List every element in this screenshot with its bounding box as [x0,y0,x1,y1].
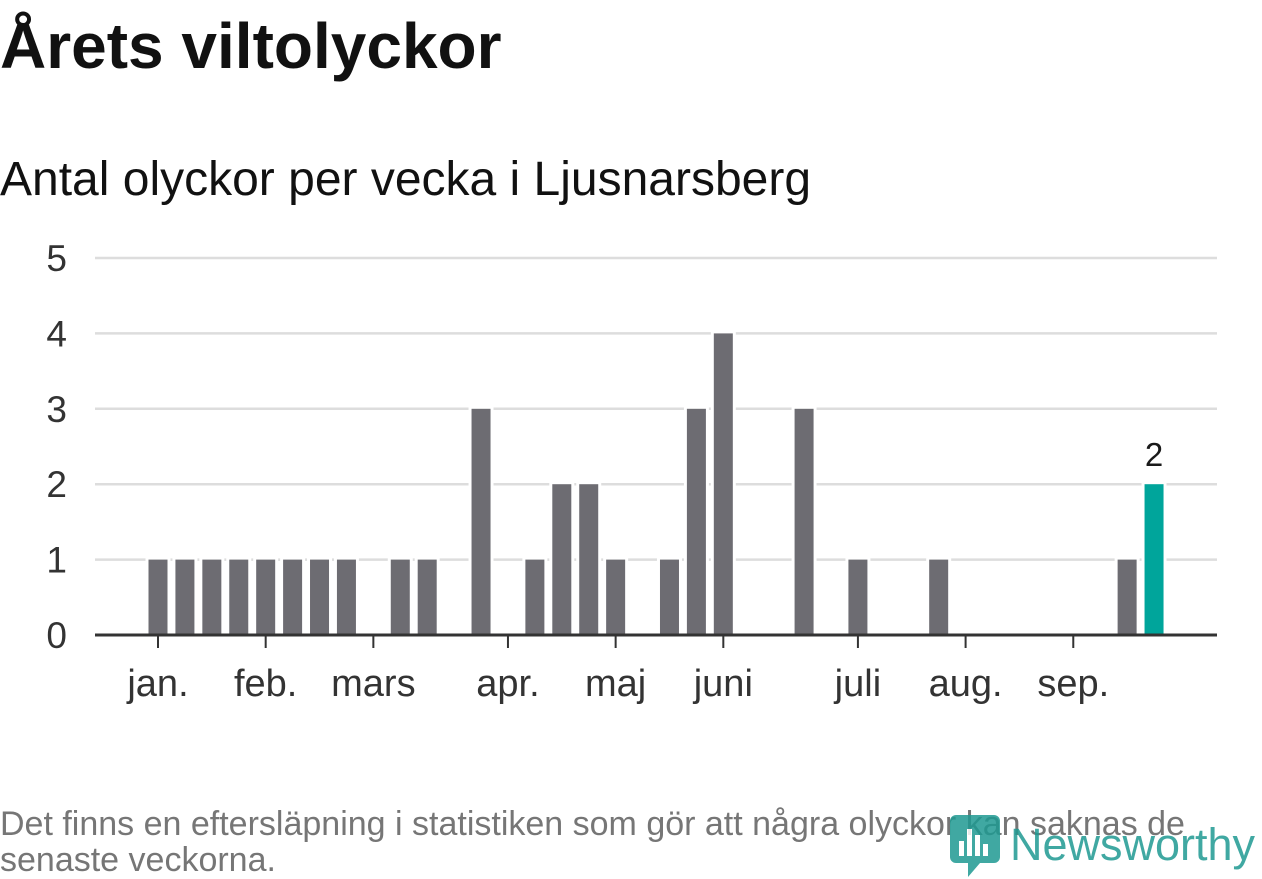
bar [333,556,359,638]
logo-icon-bar [983,844,988,856]
bar [253,556,279,638]
bar [387,556,413,638]
y-tick-label: 4 [46,313,67,354]
bar [845,556,871,638]
x-tick-label: juni [693,663,753,705]
x-tick-label: sep. [1037,663,1109,705]
bar [791,405,817,638]
newsworthy-logo: Newsworthy [950,815,1256,877]
x-tick-label: jan. [126,663,188,705]
y-tick-label: 1 [46,540,67,581]
bar [603,556,629,638]
bar [926,556,952,638]
bar [710,330,736,638]
logo-icon-bar [975,835,980,856]
bar [414,556,440,638]
bar [199,556,225,638]
bar [307,556,333,638]
bar [656,556,682,638]
bar [549,481,575,639]
x-tick-label: aug. [929,663,1003,705]
page-subtitle: Antal olyckor per vecka i Ljusnarsberg [0,153,812,206]
bar [145,556,171,638]
logo-icon-bar [967,829,972,856]
bar [468,405,494,638]
newsworthy-logo-icon [950,815,1000,877]
page-title: Årets viltolyckor [0,10,502,82]
bar [683,405,709,638]
bar [1114,556,1140,638]
bar [280,556,306,638]
bar [576,481,602,639]
y-tick-label: 5 [46,238,67,279]
x-tick-label: maj [585,663,646,705]
y-tick-label: 0 [46,615,67,656]
x-tick-label: mars [331,663,415,705]
x-tick-label: feb. [234,663,297,705]
logo-text: Newsworthy [1010,819,1256,870]
y-tick-label: 2 [46,464,67,505]
bar-chart: 0 1 2 3 4 5 jan. feb. mars apr. maj juni juli aug. sep… [46,238,1217,705]
x-tick-label: juli [834,663,881,705]
y-tick-label: 3 [46,389,67,430]
bar [522,556,548,638]
bar [226,556,252,638]
x-tick-label: apr. [476,663,539,705]
bar-highlight [1141,481,1167,639]
logo-icon-bar [959,841,964,856]
bar [172,556,198,638]
data-label: 2 [1145,436,1163,473]
